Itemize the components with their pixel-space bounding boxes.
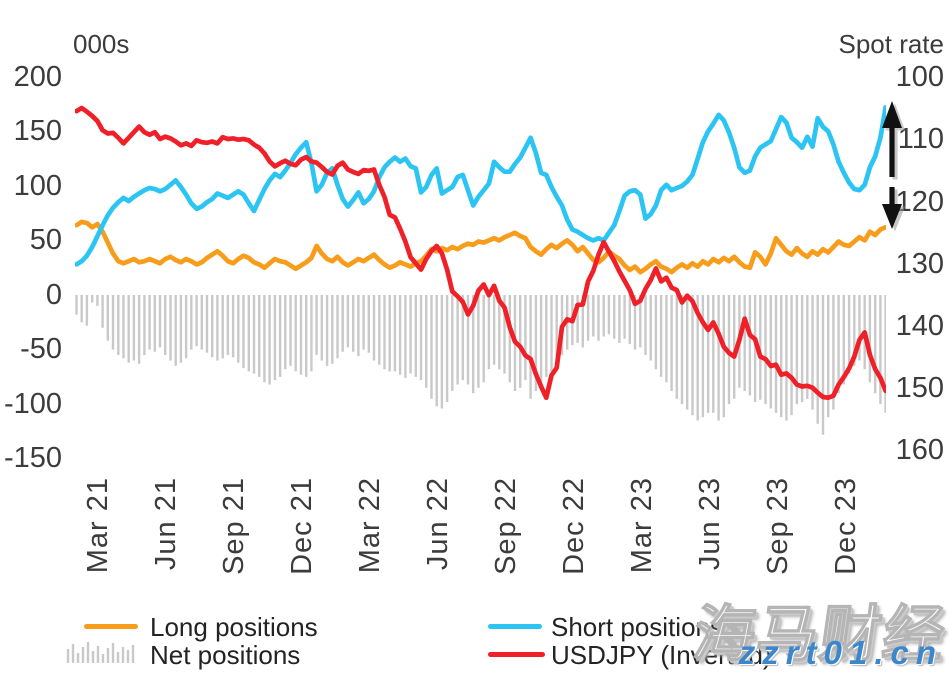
x-axis-tick: Sep 22 xyxy=(490,477,522,575)
x-axis-tick: Sep 21 xyxy=(218,477,250,575)
right-axis-tick: 130 xyxy=(895,248,944,280)
right-axis-tick: 100 xyxy=(895,61,944,93)
long-positions-line xyxy=(75,219,886,275)
x-axis-tick: Dec 21 xyxy=(286,477,318,575)
down-arrow-icon xyxy=(882,187,902,229)
x-axis-tick: Mar 21 xyxy=(82,477,114,574)
x-axis-tick: Dec 22 xyxy=(558,477,590,575)
usdjpy-swatch xyxy=(488,652,545,657)
legend-label-net: Net positions xyxy=(150,640,301,670)
x-axis-tick: Mar 23 xyxy=(626,477,658,574)
net-positions-bar xyxy=(75,295,886,435)
net-positions-icon-bars xyxy=(66,642,135,663)
short-positions-line xyxy=(75,104,886,267)
net-positions-bars-icon xyxy=(66,642,135,663)
x-axis-tick: Jun 21 xyxy=(150,477,182,571)
short-positions-swatch xyxy=(488,624,542,629)
legend-label-usdjpy: USDJPY (Inverted) xyxy=(551,640,772,670)
usdjpy-inverted-line xyxy=(75,105,886,401)
right-axis-tick: 120 xyxy=(895,186,944,218)
left-axis-tick: -50 xyxy=(20,333,62,365)
x-axis-tick: Sep 23 xyxy=(762,477,794,575)
right-axis-tick: 150 xyxy=(895,372,944,404)
left-axis-tick: 100 xyxy=(13,170,62,202)
net-positions-bars xyxy=(75,295,886,435)
long-positions-swatch xyxy=(84,624,138,629)
right-axis-tick: 160 xyxy=(895,434,944,466)
x-axis-tick: Jun 23 xyxy=(694,477,726,571)
x-axis-tick: Jun 22 xyxy=(422,477,454,571)
left-axis-tick: 150 xyxy=(13,115,62,147)
x-axis-tick: Dec 23 xyxy=(830,477,862,575)
left-axis-tick: 50 xyxy=(29,224,62,256)
up-arrow-icon xyxy=(882,101,902,177)
x-axis-tick: Mar 22 xyxy=(354,477,386,574)
left-axis-title: 000s xyxy=(73,29,130,59)
legend-label-short: Short positions xyxy=(551,612,723,642)
left-axis-tick: -100 xyxy=(3,388,62,420)
left-axis-tick: 200 xyxy=(13,61,62,93)
right-axis-tick: 110 xyxy=(897,123,944,155)
plot-area xyxy=(75,104,886,435)
spot-rate-range-arrows xyxy=(882,101,905,232)
left-axis-tick: 0 xyxy=(45,279,62,311)
watermark-url: zzrt01.cn xyxy=(738,634,943,671)
right-axis-title: Spot rate xyxy=(838,29,944,59)
right-axis-tick: 140 xyxy=(895,310,944,342)
left-axis-tick: -150 xyxy=(3,442,62,474)
legend-label-long: Long positions xyxy=(150,612,318,642)
